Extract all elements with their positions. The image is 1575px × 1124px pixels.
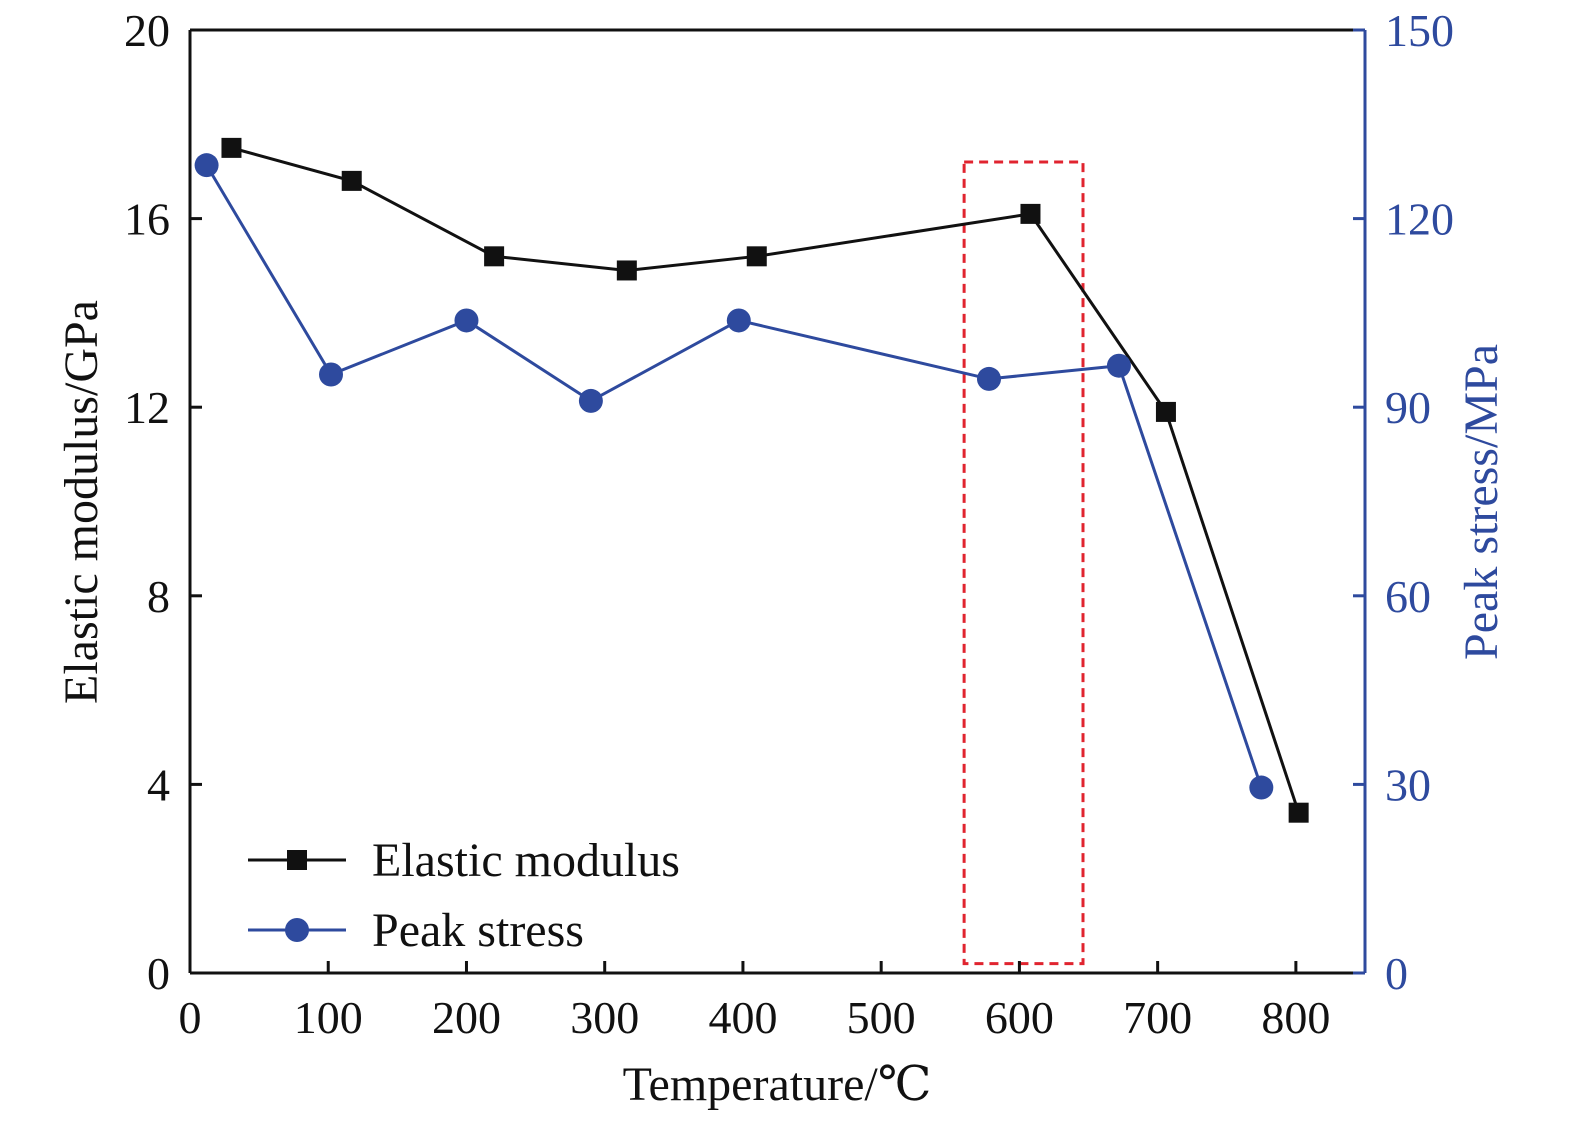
y-right-tick-label: 0 [1385,948,1408,999]
data-point-peak-stress [194,153,219,178]
plot-frame [188,28,1367,975]
data-point-elastic-modulus [616,260,637,281]
x-tick-label: 700 [1123,992,1192,1043]
data-point-peak-stress [726,308,751,333]
data-point-elastic-modulus [746,246,767,267]
y-left-tick-label: 4 [147,759,170,810]
data-point-peak-stress [578,388,603,413]
data-point-peak-stress [454,308,479,333]
x-axis-title: Temperature/℃ [623,1058,932,1111]
y-axis-right-title: Peak stress/MPa [1455,344,1508,660]
series-line-elastic-modulus [231,146,1301,814]
y-right-tick-label: 150 [1385,5,1454,56]
x-tick-label: 500 [847,992,916,1043]
data-point-peak-stress [319,362,343,387]
y-right-tick-label: 30 [1385,759,1431,810]
data-point-elastic-modulus [221,137,242,158]
legend-label-elastic-modulus: Elastic modulus [372,834,680,887]
data-point-peak-stress [977,366,1001,391]
x-tick-label: 300 [570,992,639,1043]
y-left-tick-label: 16 [124,194,170,245]
x-tick-label: 400 [708,992,777,1043]
legend-marker-elastic-modulus [287,850,307,870]
y-left-tick-label: 20 [124,5,170,56]
data-point-elastic-modulus [1288,802,1309,823]
x-tick-label: 0 [179,992,202,1043]
legend-label-peak-stress: Peak stress [372,904,584,957]
data-point-peak-stress [1249,775,1274,800]
data-point-elastic-modulus [1155,401,1176,422]
y-right-tick-label: 60 [1385,571,1431,622]
data-point-elastic-modulus [341,170,362,191]
annotation-layer [962,160,1085,966]
y-right-tick-label: 120 [1385,194,1454,245]
data-point-peak-stress [1106,353,1131,378]
x-tick-label: 100 [294,992,363,1043]
highlight-dashed-box [962,160,1085,966]
x-tick-label: 800 [1261,992,1330,1043]
x-tick-label: 200 [432,992,501,1043]
y-left-tick-label: 12 [124,382,170,433]
x-tick-label: 600 [985,992,1054,1043]
series-layer [194,137,1309,823]
ticks-layer: 0 100 200 300 400 500 600 700 800048121620030609… [124,5,1454,1043]
series-line-peak-stress [205,164,1263,789]
y-left-tick-label: 0 [147,948,170,999]
data-point-elastic-modulus [1020,203,1041,224]
legend: Elastic modulus Peak stress [248,834,680,957]
data-point-elastic-modulus [484,246,505,267]
y-left-tick-label: 8 [147,571,170,622]
legend-marker-peak-stress [285,918,309,942]
y-axis-left-title: Elastic modulus/GPa [55,300,108,704]
y-right-tick-label: 90 [1385,382,1431,433]
